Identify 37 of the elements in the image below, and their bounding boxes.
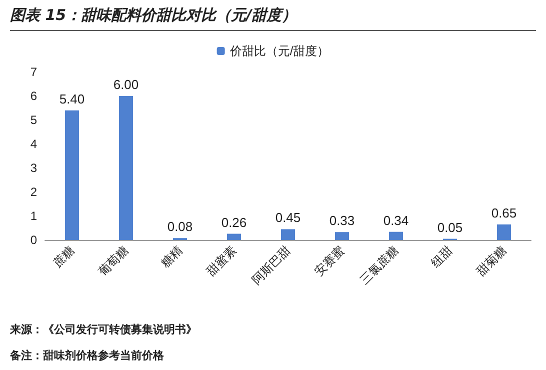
y-tick-label: 1 bbox=[30, 209, 38, 223]
data-label: 6.00 bbox=[113, 77, 139, 92]
source-note: 来源：《公司发行可转债募集说明书》 bbox=[10, 322, 197, 337]
y-tick-label: 5 bbox=[30, 113, 38, 127]
y-tick-label: 3 bbox=[30, 161, 38, 175]
bar bbox=[335, 232, 349, 240]
y-tick-label: 7 bbox=[30, 65, 38, 79]
x-tick-label: 甜菊糖 bbox=[474, 243, 509, 278]
bar bbox=[281, 229, 295, 240]
data-label: 0.65 bbox=[491, 205, 517, 220]
bar bbox=[389, 232, 403, 240]
data-label: 0.34 bbox=[383, 212, 409, 228]
x-tick-label: 葡萄糖 bbox=[96, 243, 131, 278]
y-tick-label: 2 bbox=[30, 185, 38, 199]
bar bbox=[119, 96, 133, 240]
y-tick-label: 6 bbox=[30, 89, 38, 103]
data-label: 0.45 bbox=[275, 210, 301, 226]
x-tick-label: 甜蜜素 bbox=[204, 243, 239, 278]
data-label: 5.40 bbox=[59, 91, 85, 106]
bar bbox=[65, 110, 79, 240]
legend-label: 价甜比（元/甜度） bbox=[228, 44, 330, 58]
x-tick-label: 阿斯巴甜 bbox=[249, 243, 293, 287]
x-tick-label: 糖精 bbox=[158, 243, 185, 270]
data-label: 0.33 bbox=[329, 213, 355, 228]
data-label: 0.05 bbox=[437, 220, 463, 235]
x-tick-label: 三氯蔗糖 bbox=[357, 243, 401, 287]
data-label: 0.08 bbox=[167, 219, 193, 234]
data-label: 0.26 bbox=[221, 214, 247, 230]
text: 备注：甜味剂价格参考当前价格 bbox=[10, 348, 164, 363]
x-tick-label: 纽甜 bbox=[428, 243, 455, 270]
y-tick-label: 0 bbox=[30, 233, 38, 247]
bar bbox=[497, 224, 511, 240]
chart-title: 图表 15：甜味配料价甜比对比（元/甜度） bbox=[10, 6, 536, 31]
bar bbox=[227, 234, 241, 240]
y-tick-label: 4 bbox=[30, 137, 38, 151]
x-tick-label: 安赛蜜 bbox=[312, 243, 347, 278]
x-tick-label: 蔗糖 bbox=[50, 243, 77, 270]
